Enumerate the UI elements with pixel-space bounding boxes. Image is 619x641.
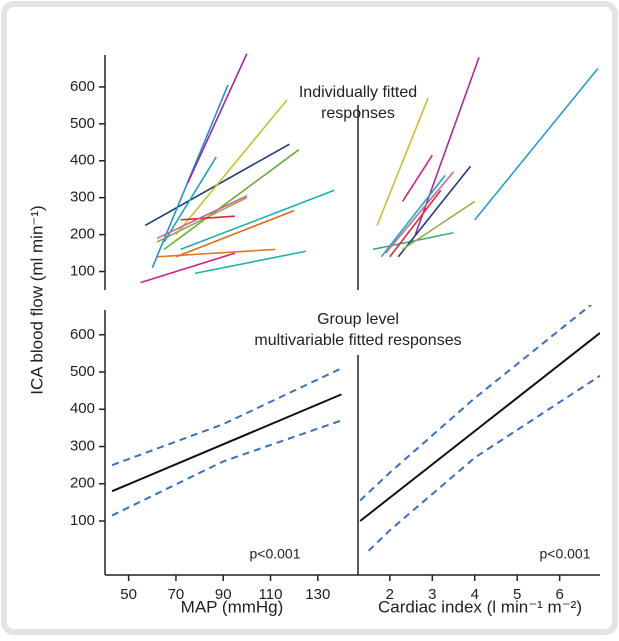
fitted-line [180, 189, 335, 251]
y-tick-label: 500 [70, 115, 95, 132]
confidence-band [111, 367, 342, 467]
y-tick-label: 600 [70, 78, 95, 95]
fitted-line [175, 209, 295, 258]
y-tick-label: 600 [70, 326, 95, 343]
y-tick-label: 100 [70, 512, 95, 529]
panel-title: responses [321, 105, 395, 122]
fitted-line [376, 97, 429, 226]
fitted-line [194, 250, 307, 275]
fitted-line [474, 67, 599, 221]
y-axis-label: ICA blood flow (ml min⁻¹) [27, 205, 46, 394]
y-tick-label: 500 [70, 363, 95, 380]
confidence-band [111, 419, 342, 517]
x-tick-label: 110 [259, 586, 283, 603]
fitted-line [401, 154, 433, 202]
y-tick-label: 300 [70, 189, 95, 206]
fitted-line [180, 215, 236, 221]
confidence-band [367, 374, 600, 552]
x-tick-label: 2 [386, 586, 394, 603]
fitted-line [389, 189, 442, 258]
y-tick-label: 300 [70, 437, 95, 454]
fitted-line [163, 149, 300, 251]
panel-title: Group level [317, 311, 399, 328]
fitted-line [187, 53, 248, 184]
x-tick-label: 70 [168, 586, 185, 603]
p-value: p<0.001 [540, 546, 591, 562]
fitted-line [359, 332, 600, 522]
x-axis-label: MAP (mmHg) [181, 597, 284, 616]
x-tick-label: 3 [428, 586, 436, 603]
x-tick-label: 4 [471, 586, 479, 603]
fitted-line [175, 99, 288, 236]
confidence-band [359, 305, 593, 502]
fitted-line [372, 231, 454, 251]
fitted-line [397, 165, 472, 258]
x-tick-label: 130 [305, 586, 330, 603]
fitted-line [156, 195, 248, 240]
fitted-line [140, 252, 236, 284]
fitted-line [156, 248, 276, 258]
panel-title: Individually fitted [299, 84, 417, 101]
fitted-line [163, 156, 217, 243]
x-tick-label: 5 [513, 586, 521, 603]
y-tick-label: 200 [70, 226, 95, 243]
y-tick-label: 400 [70, 400, 95, 417]
fitted-line [156, 196, 248, 243]
panel-title: multivariable fitted responses [254, 332, 461, 349]
y-tick-label: 100 [70, 263, 95, 280]
x-tick-label: 50 [120, 586, 137, 603]
fitted-line [380, 175, 446, 258]
x-tick-label: 90 [215, 586, 232, 603]
x-tick-label: 6 [555, 586, 563, 603]
fitted-line [402, 200, 476, 251]
x-axis-label: Cardiac index (l min⁻¹ m⁻²) [378, 597, 582, 616]
fitted-line [111, 393, 342, 493]
y-tick-label: 200 [70, 475, 95, 492]
p-value: p<0.001 [250, 546, 301, 562]
y-tick-label: 400 [70, 152, 95, 169]
fitted-line [384, 171, 455, 254]
